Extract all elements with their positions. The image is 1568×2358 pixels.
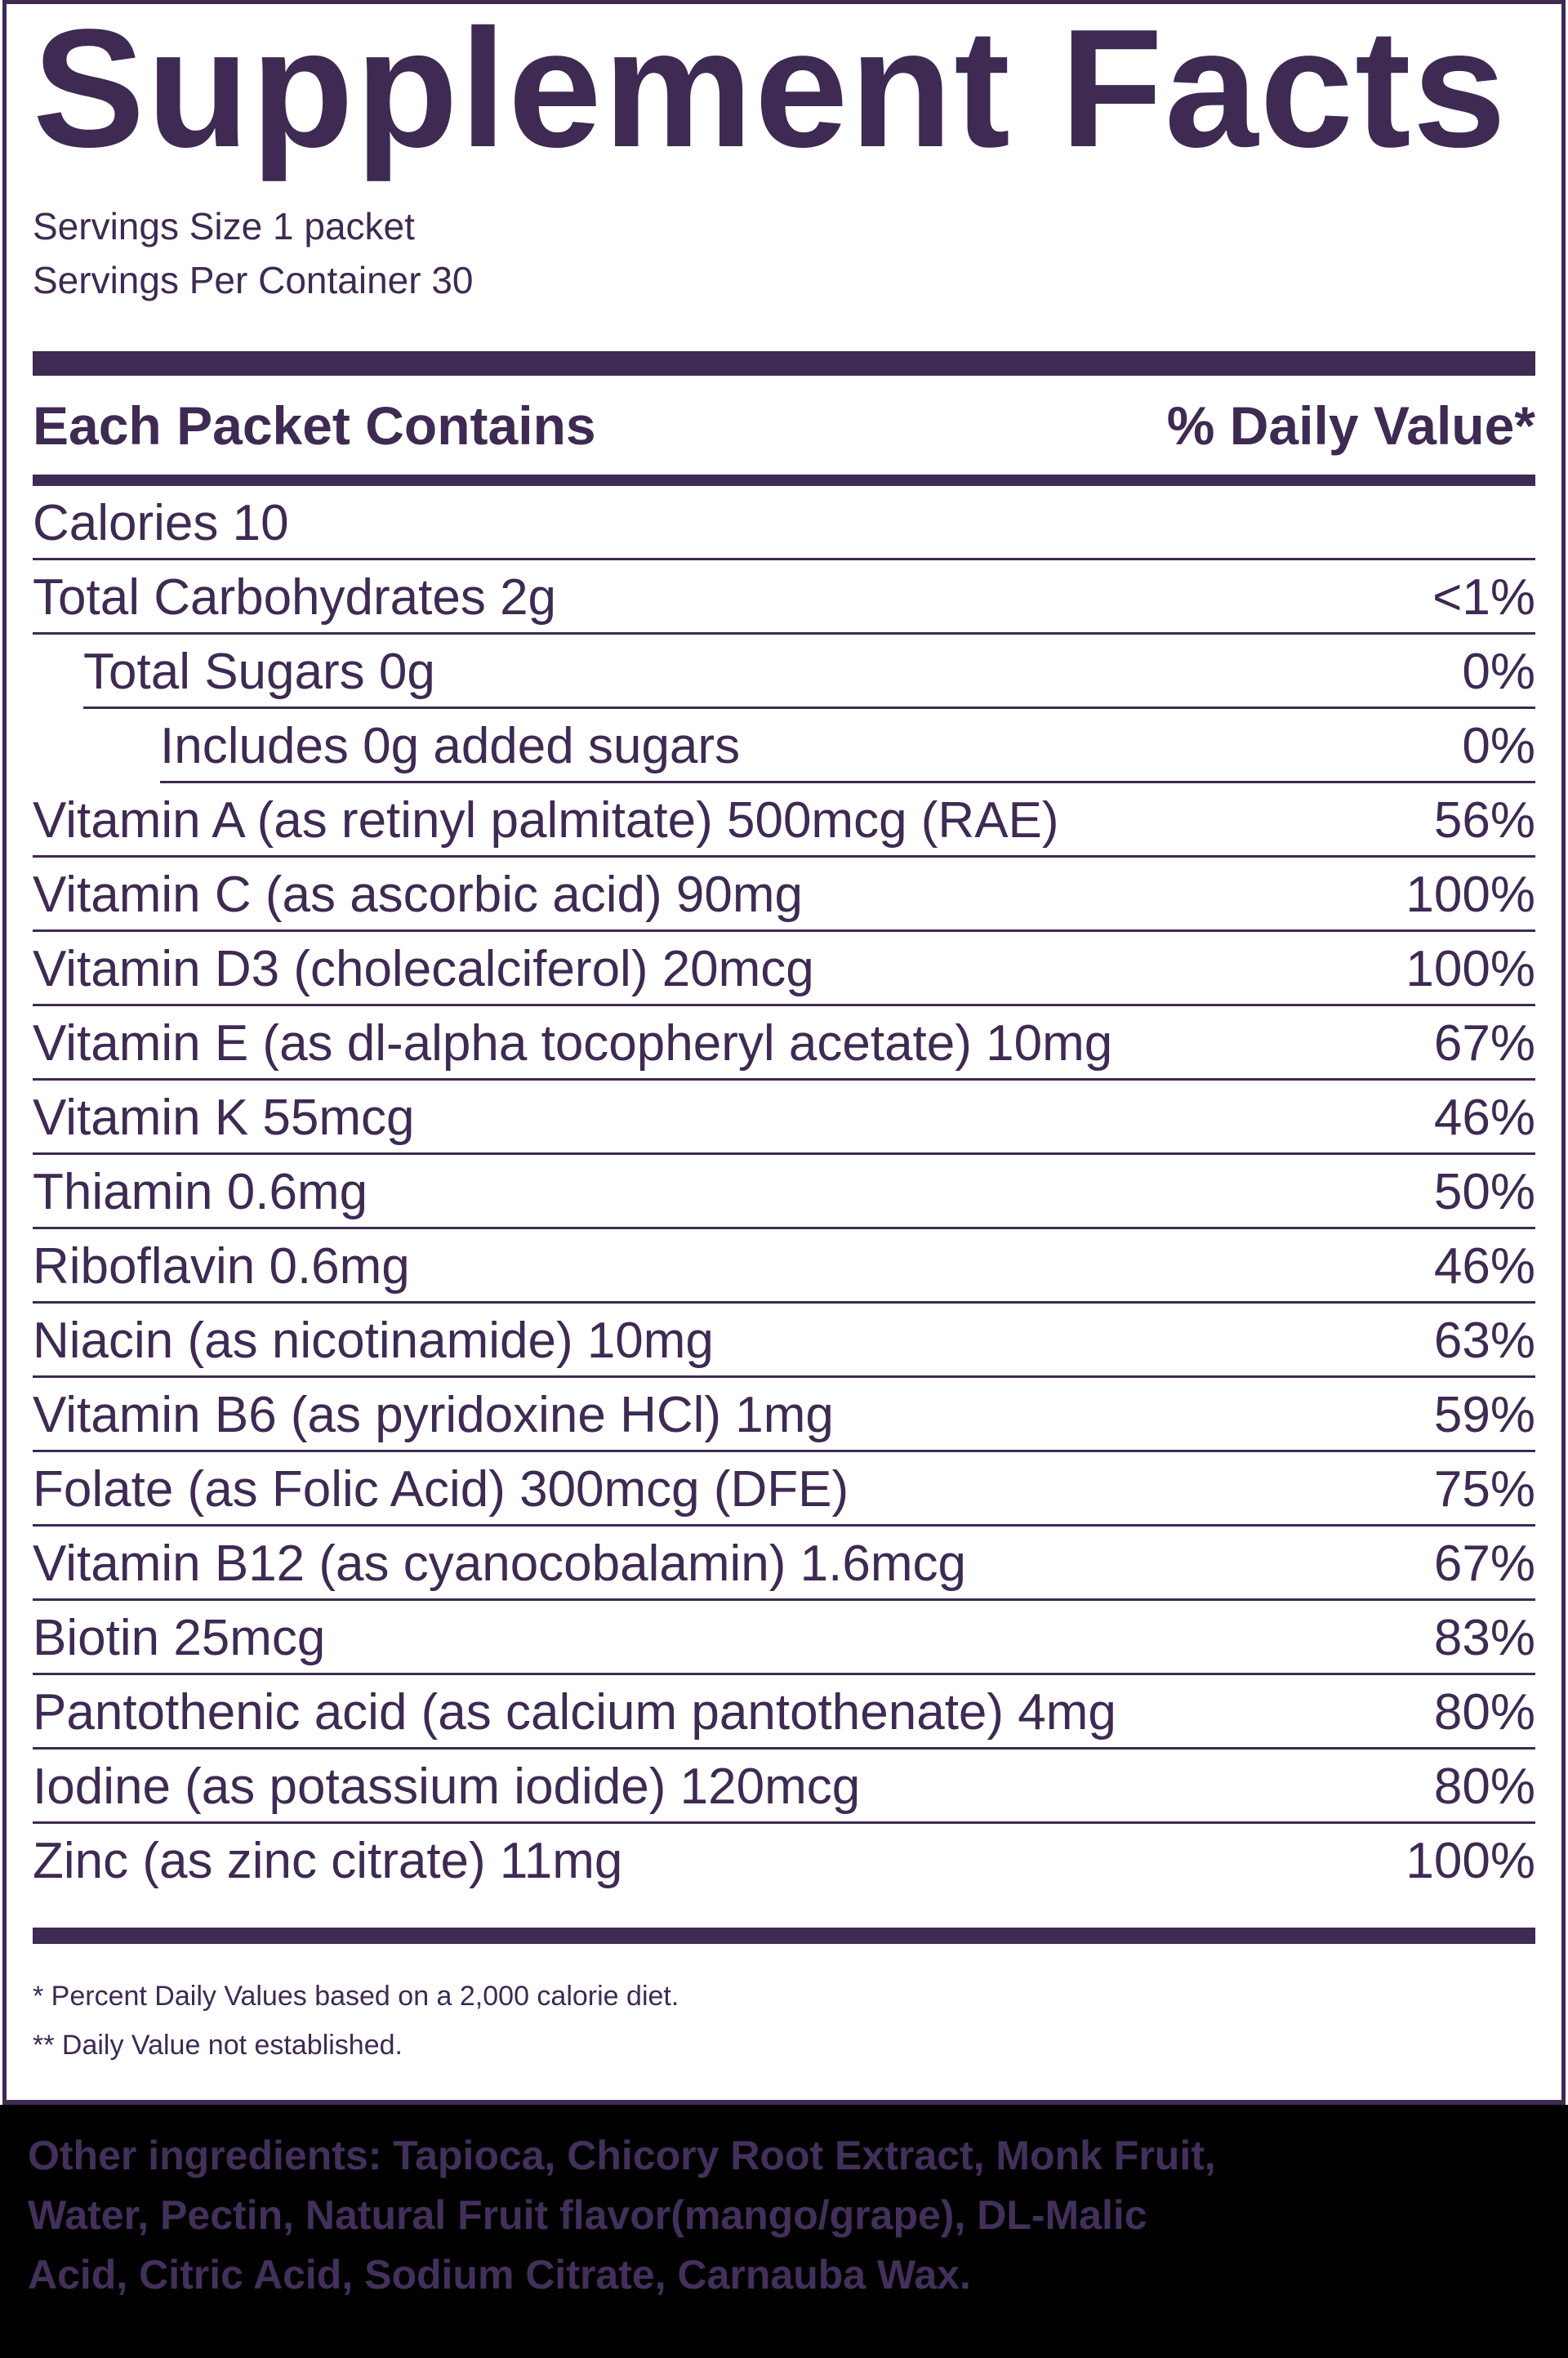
row-label: Vitamin A (as retinyl palmitate) 500mcg … [33, 792, 1059, 849]
row-divider [160, 781, 1535, 783]
row-divider [33, 1821, 1535, 1824]
row-label: Vitamin B6 (as pyridoxine HCl) 1mg [33, 1387, 834, 1443]
row-label: Riboflavin 0.6mg [33, 1238, 410, 1295]
row-label: Vitamin B12 (as cyanocobalamin) 1.6mcg [33, 1536, 966, 1592]
table-row: Folate (as Folic Acid) 300mcg (DFE) 75% [33, 1452, 1535, 1527]
row-daily-value: 80% [1433, 1684, 1535, 1741]
nutrient-table: Calories 10 Total Carbohydrates 2g <1% Tota… [33, 486, 1535, 1898]
row-divider [33, 632, 1535, 635]
table-header-row: Each Packet Contains % Daily Value* [33, 376, 1535, 475]
row-daily-value: 46% [1433, 1090, 1535, 1146]
table-row: Vitamin D3 (cholecalciferol) 20mcg 100% [33, 932, 1535, 1006]
table-row: Total Sugars 0g 0% [33, 635, 1535, 709]
table-row: Biotin 25mcg 83% [33, 1601, 1535, 1675]
row-divider [33, 1301, 1535, 1304]
row-daily-value: 0% [1462, 718, 1535, 774]
row-label: Biotin 25mcg [33, 1610, 326, 1666]
row-daily-value: 67% [1433, 1536, 1535, 1592]
row-divider [33, 1375, 1535, 1378]
row-daily-value: 75% [1433, 1461, 1535, 1518]
row-label: Iodine (as potassium iodide) 120mcg [33, 1758, 861, 1815]
row-label: Total Carbohydrates 2g [33, 569, 557, 626]
row-divider [33, 1747, 1535, 1750]
row-daily-value: 100% [1405, 941, 1535, 997]
row-divider [33, 1004, 1535, 1006]
row-daily-value: 50% [1433, 1164, 1535, 1220]
footnotes: * Percent Daily Values based on a 2,000 … [33, 1972, 1535, 2070]
row-divider [33, 1598, 1535, 1601]
row-divider [33, 1673, 1535, 1675]
row-daily-value: 56% [1433, 792, 1535, 849]
separator-bar-thick-top [33, 351, 1535, 376]
other-ingredients-line: Other ingredients: Tapioca, Chicory Root… [28, 2133, 1216, 2178]
footnote-daily-values: * Percent Daily Values based on a 2,000 … [33, 1981, 679, 2012]
table-row: Thiamin 0.6mg 50% [33, 1155, 1535, 1229]
table-row: Vitamin B6 (as pyridoxine HCl) 1mg 59% [33, 1378, 1535, 1452]
table-row: Vitamin K 55mcg 46% [33, 1081, 1535, 1155]
table-row: Vitamin E (as dl-alpha tocopheryl acetat… [33, 1006, 1535, 1081]
servings-per-container: Servings Per Container 30 [33, 259, 474, 301]
row-divider [33, 1524, 1535, 1527]
row-daily-value: 83% [1433, 1610, 1535, 1666]
row-label: Total Sugars 0g [83, 644, 435, 700]
other-ingredients-band: Other ingredients: Tapioca, Chicory Root… [0, 2105, 1568, 2358]
row-daily-value: 63% [1433, 1313, 1535, 1369]
row-label: Vitamin C (as ascorbic acid) 90mg [33, 867, 803, 923]
row-label: Calories 10 [33, 495, 289, 551]
row-daily-value: 100% [1405, 867, 1535, 923]
table-row: Vitamin B12 (as cyanocobalamin) 1.6mcg 67… [33, 1527, 1535, 1601]
table-row: Includes 0g added sugars 0% [33, 709, 1535, 783]
table-row: Vitamin C (as ascorbic acid) 90mg 100% [33, 858, 1535, 932]
table-header-left: Each Packet Contains [33, 394, 596, 456]
footnote-not-established: ** Daily Value not established. [33, 2030, 403, 2061]
row-divider [33, 558, 1535, 560]
row-label: Thiamin 0.6mg [33, 1164, 368, 1220]
row-label: Vitamin K 55mcg [33, 1090, 415, 1146]
row-daily-value: 67% [1433, 1015, 1535, 1072]
row-divider [33, 855, 1535, 858]
row-label: Pantothenic acid (as calcium pantothenat… [33, 1684, 1116, 1741]
serving-size: Servings Size 1 packet [33, 205, 415, 247]
panel-title: Supplement Facts [33, 0, 1508, 182]
row-divider [83, 707, 1535, 709]
row-daily-value: <1% [1432, 569, 1535, 626]
table-header-right: % Daily Value* [1166, 394, 1535, 456]
table-row: Calories 10 [33, 486, 1535, 560]
table-row: Iodine (as potassium iodide) 120mcg 80% [33, 1750, 1535, 1824]
table-row: Pantothenic acid (as calcium pantothenat… [33, 1675, 1535, 1750]
other-ingredients-line: Acid, Citric Acid, Sodium Citrate, Carna… [28, 2252, 971, 2298]
row-daily-value: 80% [1433, 1758, 1535, 1815]
separator-bar-medium [33, 475, 1535, 486]
table-row: Niacin (as nicotinamide) 10mg 63% [33, 1304, 1535, 1378]
other-ingredients-line: Water, Pectin, Natural Fruit flavor(mang… [28, 2192, 1147, 2238]
row-label: Zinc (as zinc citrate) 11mg [33, 1833, 623, 1889]
row-label: Vitamin D3 (cholecalciferol) 20mcg [33, 941, 814, 997]
table-row: Zinc (as zinc citrate) 11mg 100% [33, 1824, 1535, 1898]
row-daily-value: 46% [1433, 1238, 1535, 1295]
row-label: Niacin (as nicotinamide) 10mg [33, 1313, 714, 1369]
row-divider [33, 1078, 1535, 1081]
table-row: Vitamin A (as retinyl palmitate) 500mcg … [33, 783, 1535, 858]
table-row: Total Carbohydrates 2g <1% [33, 560, 1535, 635]
supplement-facts-panel: Supplement Facts Servings Size 1 packet … [2, 0, 1566, 2105]
row-divider [33, 929, 1535, 932]
row-divider [33, 1152, 1535, 1155]
serving-info: Servings Size 1 packet Servings Per Cont… [33, 199, 1535, 307]
row-daily-value: 0% [1462, 644, 1535, 700]
row-daily-value: 100% [1405, 1833, 1535, 1889]
row-label: Folate (as Folic Acid) 300mcg (DFE) [33, 1461, 849, 1518]
row-divider [33, 1227, 1535, 1229]
row-label: Includes 0g added sugars [160, 718, 741, 774]
row-divider [33, 1450, 1535, 1452]
separator-bar-bottom [33, 1928, 1535, 1944]
row-label: Vitamin E (as dl-alpha tocopheryl acetat… [33, 1015, 1113, 1072]
row-daily-value: 59% [1433, 1387, 1535, 1443]
table-row: Riboflavin 0.6mg 46% [33, 1229, 1535, 1304]
